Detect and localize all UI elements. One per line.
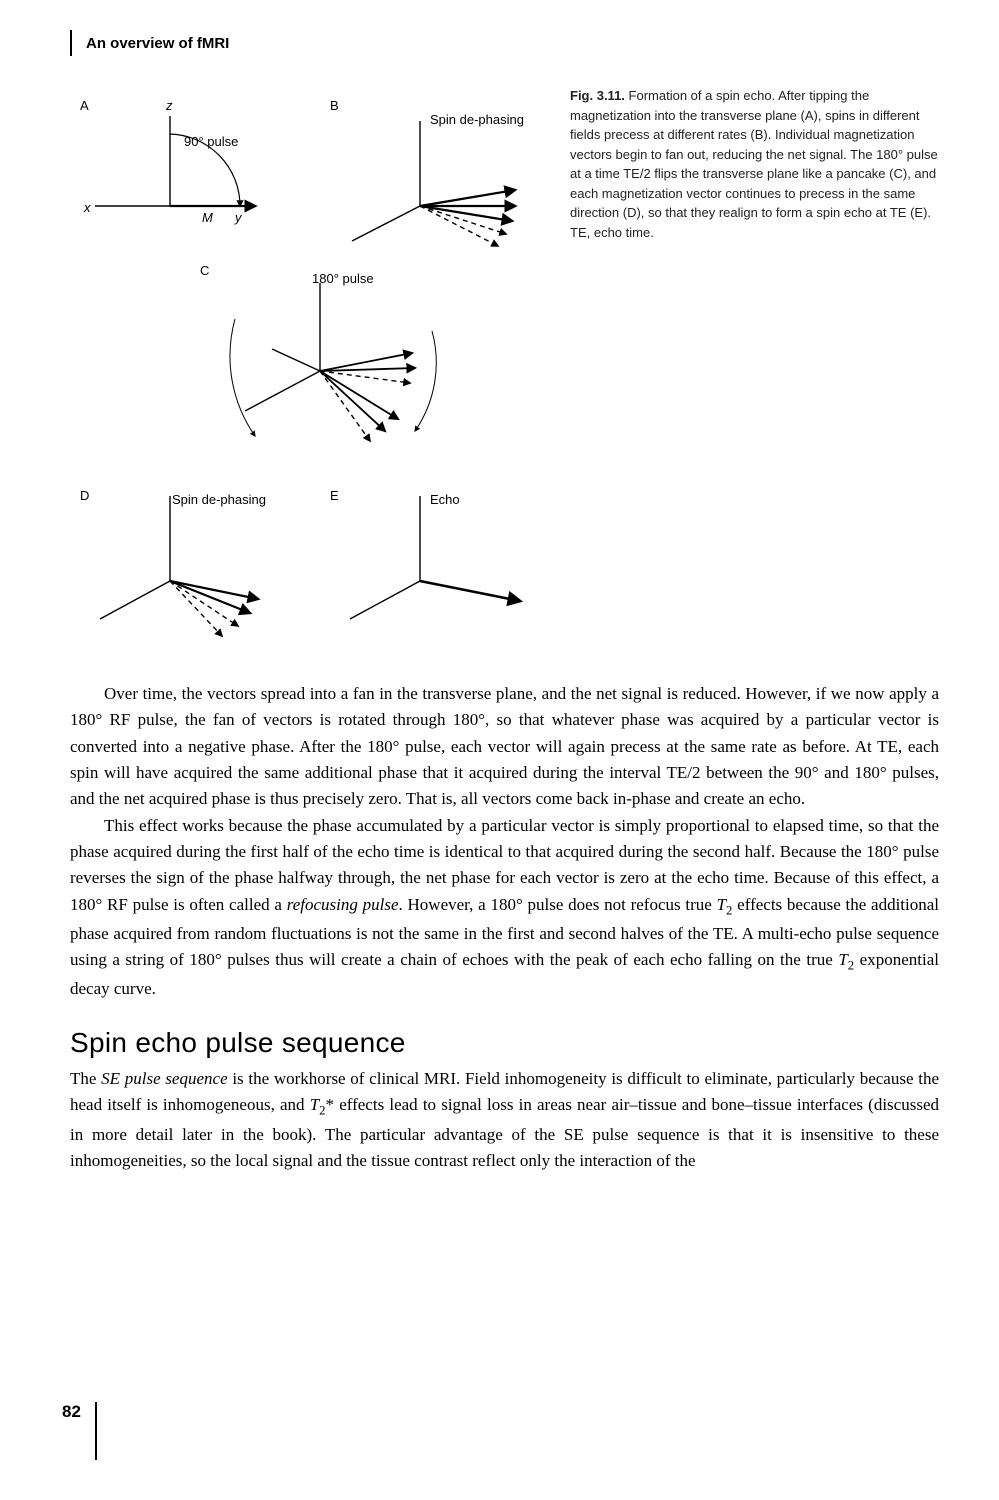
panel-E-label: E: [330, 488, 339, 503]
pulse-180-label: 180° pulse: [312, 271, 374, 286]
page-number: 82: [0, 1402, 95, 1422]
axis-y: y: [234, 210, 243, 225]
page-number-rule: [95, 1402, 97, 1460]
paragraph-1: Over time, the vectors spread into a fan…: [70, 681, 939, 813]
header-title: An overview of fMRI: [86, 35, 229, 52]
panel-E-title: Echo: [430, 492, 460, 507]
panel-C-label: C: [200, 263, 209, 278]
panel-B-title: Spin de-phasing: [430, 112, 524, 127]
section-heading: Spin echo pulse sequence: [70, 1021, 939, 1064]
panel-D-label: D: [80, 488, 89, 503]
page-number-block: 82: [0, 1402, 97, 1460]
figure-diagram: A z x y M 90° pulse B Spin de-phasin: [70, 86, 550, 651]
paragraph-2: This effect works because the phase accu…: [70, 813, 939, 1003]
running-header: An overview of fMRI: [70, 30, 939, 56]
panel-D-title: Spin de-phasing: [172, 492, 266, 507]
figure-number: Fig. 3.11.: [570, 88, 625, 103]
body-text: Over time, the vectors spread into a fan…: [70, 681, 939, 1174]
pulse-90-label: 90° pulse: [184, 134, 238, 149]
figure-caption: Fig. 3.11. Formation of a spin echo. Aft…: [570, 86, 939, 651]
panel-A-label: A: [80, 98, 89, 113]
axis-z: z: [165, 98, 173, 113]
panel-B-label: B: [330, 98, 339, 113]
page: An overview of fMRI A z x: [0, 0, 999, 1500]
header-rule: [70, 30, 72, 56]
axis-x: x: [83, 200, 91, 215]
figure-caption-text: Formation of a spin echo. After tipping …: [570, 88, 938, 240]
figure-3-11: A z x y M 90° pulse B Spin de-phasin: [70, 86, 939, 651]
paragraph-3: The SE pulse sequence is the workhorse o…: [70, 1066, 939, 1174]
M-label: M: [202, 210, 213, 225]
